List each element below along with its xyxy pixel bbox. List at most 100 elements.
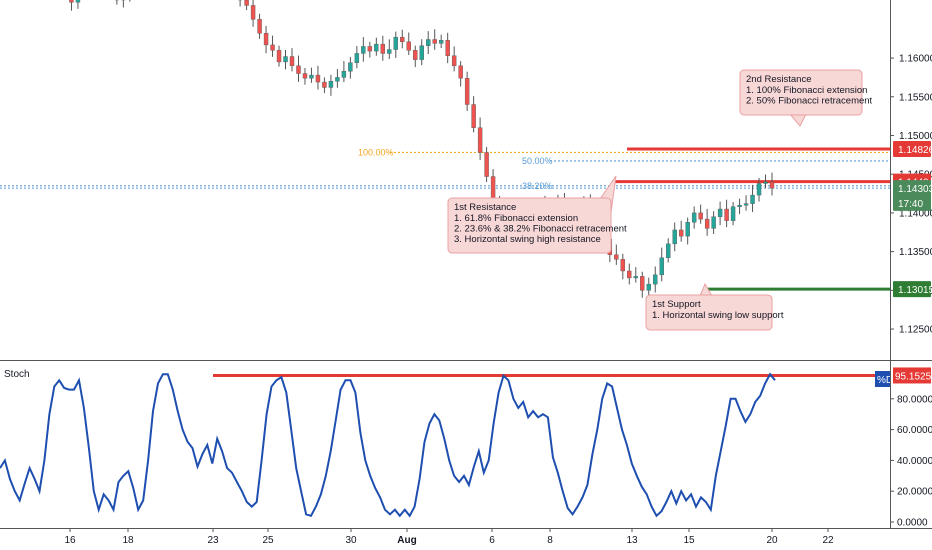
candle [438,34,444,48]
price-tick-label: 1.15000 [899,131,932,142]
candle [237,0,243,7]
time-tick-label: 15 [683,535,695,546]
svg-text:17:40: 17:40 [898,199,923,210]
svg-text:1.13015: 1.13015 [898,285,932,296]
callout-title: 1st Support [652,299,701,310]
candle [750,184,755,212]
candle [380,35,386,61]
candle [620,253,626,280]
callout-title: 1st Resistance [454,202,516,213]
stoch-legend-tag: %D [875,371,893,387]
candle [335,69,340,88]
candle [348,57,353,79]
candle [640,271,645,298]
price-levels: 100.00% 50.00% 38.20% [0,147,890,291]
candle [672,222,677,252]
candle [257,13,262,39]
candle [328,74,334,96]
stoch-tick-label: 60.0000 [897,425,932,436]
candle [737,198,742,215]
candle [756,177,762,202]
stoch-title: Stoch [4,369,30,380]
candle [698,204,703,224]
fib-label: 38.20% [522,181,553,191]
candle [666,238,671,263]
candle [302,67,308,85]
candle [367,41,373,58]
candle [484,146,489,183]
candle [717,201,723,226]
time-tick-label: 20 [766,535,778,546]
candle [283,50,288,70]
svg-text:1.14826: 1.14826 [898,145,932,156]
candle [121,0,126,8]
time-tick-label: 6 [489,535,495,546]
candle [659,247,664,282]
candle [464,71,470,112]
candle [413,45,418,68]
candle [445,32,450,64]
time-tick-label: 25 [262,535,274,546]
svg-text:95.1525: 95.1525 [895,371,932,382]
candle [374,37,379,56]
price-tick-label: 1.13500 [899,247,932,258]
candle [627,263,632,285]
time-tick-label: 13 [626,535,638,546]
candle [769,172,775,196]
stoch-panel: Stoch 95.1525%D [0,367,932,518]
candle [685,217,690,245]
candle [75,0,81,9]
time-tick-label: 8 [547,535,553,546]
candle [250,0,256,27]
candle [361,37,366,62]
candle [406,32,411,55]
callout-line: 1. 61.8% Fibonacci extension [454,213,578,224]
candle [724,199,729,228]
time-tick-label: 16 [64,535,76,546]
price-panel: 100.00% 50.00% 38.20% [0,0,890,298]
candle [653,266,658,293]
candle [743,195,749,211]
candle [114,0,120,5]
time-tick-label: Aug [397,535,416,546]
candle [471,96,476,133]
candle [309,67,314,83]
resistance2-price-tag: 1.14826 [893,140,932,157]
time-axis[interactable]: 16 18 23 25 30 Aug 6 8 13 15 20 22 [64,528,834,546]
candle [387,39,392,59]
candle [341,61,347,83]
candle [244,0,249,11]
time-tick-label: 30 [345,535,357,546]
callout-line: 2. 23.6% & 38.2% Fibonacci retracement [454,224,627,235]
candle [432,29,437,50]
candle [477,117,483,160]
stoch-tick-label: 0.0000 [897,518,928,529]
price-tick-label: 1.16000 [899,54,932,65]
svg-text:%D: %D [877,375,893,386]
callout-title: 2nd Resistance [746,74,811,85]
stoch-level-group: 95.1525%D [213,367,932,387]
candle [426,31,431,55]
stoch-d-line [0,372,776,518]
svg-text:1.14303: 1.14303 [898,184,932,195]
candle [711,211,716,234]
stoch-axis[interactable]: 80.0000 60.0000 40.0000 20.0000 0.0000 [890,394,932,529]
stoch-tick-label: 80.0000 [897,394,932,405]
candle [458,61,463,87]
candle [451,46,457,72]
candle [289,48,295,72]
candle [419,39,424,66]
stoch-tick-label: 20.0000 [897,487,932,498]
current-price-tag: 1.14303 [893,180,932,197]
stoch-tick-label: 40.0000 [897,456,932,467]
candle [322,77,327,94]
callout-line: 3. Horizontal swing high resistance [454,234,601,245]
candle [400,29,405,49]
candle [315,65,321,90]
